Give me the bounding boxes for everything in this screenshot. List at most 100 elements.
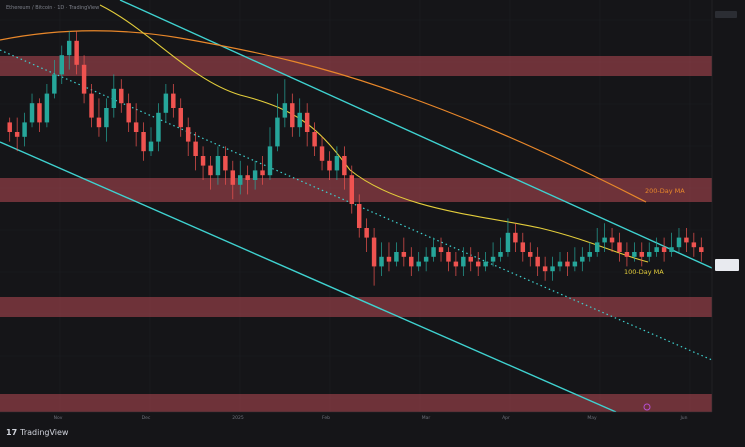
x-tick-label: 2025	[232, 415, 244, 421]
x-tick-label: Nov	[54, 415, 63, 421]
candle-body	[699, 247, 704, 252]
candle-body	[490, 256, 496, 262]
zone-band-2	[0, 178, 712, 202]
candle-body	[22, 122, 27, 137]
chart-legend: Ethereum / Bitcoin · 1D · TradingView	[6, 5, 99, 11]
candle-body	[126, 103, 131, 123]
candle-body	[260, 170, 265, 176]
current-price-label	[715, 259, 739, 271]
candle-body	[148, 141, 154, 152]
candle-body	[594, 242, 600, 252]
candle-body	[297, 112, 302, 128]
candle-body	[468, 256, 473, 262]
candle-body	[334, 156, 340, 171]
candle-body	[200, 156, 206, 166]
channel-mid-line	[0, 49, 713, 361]
candle-body	[319, 146, 325, 161]
price-axis	[711, 0, 745, 412]
candle-body	[505, 232, 511, 252]
candle-body	[520, 242, 526, 252]
x-tick-label: Feb	[322, 415, 330, 421]
candle-body	[535, 256, 540, 267]
candle-body	[646, 252, 652, 257]
x-tick-label: May	[587, 415, 597, 421]
ma200-line	[0, 30, 647, 203]
candle-body	[394, 252, 399, 262]
candle-body	[119, 88, 124, 104]
candle-body	[475, 261, 481, 267]
candle-body	[74, 40, 79, 65]
event-marker-icon[interactable]	[643, 403, 651, 411]
candle-body	[602, 237, 607, 243]
candle-body	[401, 252, 407, 257]
x-tick-label: Mar	[422, 415, 431, 421]
candle-body	[498, 252, 503, 257]
candle-body	[379, 256, 384, 267]
candle-body	[81, 64, 87, 94]
candle-body	[7, 122, 12, 132]
candle-body	[230, 170, 236, 185]
zone-band-3	[0, 297, 712, 317]
candle-body	[669, 247, 674, 252]
candle-body	[223, 156, 228, 171]
candle-body	[513, 232, 518, 243]
candle-body	[156, 112, 161, 142]
candle-body	[349, 175, 355, 204]
candle-body	[59, 55, 65, 75]
candle-body	[654, 247, 659, 252]
candle-body	[178, 108, 183, 128]
candle-body	[609, 237, 615, 243]
time-axis: Nov Dec 2025 Feb Mar Apr May Jun	[0, 411, 745, 447]
brand-name: TradingView	[20, 428, 69, 437]
candle-body	[193, 141, 198, 156]
candle-body	[252, 170, 258, 180]
candle-body	[141, 132, 146, 152]
candle-body	[483, 261, 488, 267]
x-tick-label: Dec	[142, 415, 151, 421]
candle-body	[342, 156, 347, 176]
candlestick-series	[7, 31, 704, 286]
candle-body	[565, 261, 570, 267]
candle-body	[111, 88, 117, 108]
candle-body	[446, 252, 451, 262]
candle-body	[133, 122, 139, 132]
candle-body	[89, 93, 94, 118]
candle-body	[290, 103, 295, 128]
candle-body	[245, 175, 250, 180]
candle-body	[52, 74, 57, 94]
candle-body	[282, 103, 288, 118]
candle-body	[438, 247, 444, 252]
tradingview-logo-icon: 17	[6, 428, 18, 437]
ma200-label: 200-Day MA	[645, 187, 685, 195]
zone-band-4	[0, 394, 712, 412]
ma100-line	[99, 4, 649, 263]
candle-body	[163, 93, 169, 113]
candle-body	[684, 237, 689, 243]
candle-body	[580, 256, 585, 262]
candle-body	[96, 117, 102, 128]
candle-body	[557, 261, 563, 267]
candle-body	[44, 93, 50, 123]
candle-body	[238, 175, 243, 185]
candle-body	[364, 228, 369, 238]
candle-body	[14, 132, 20, 137]
candle-body	[185, 127, 191, 142]
x-tick-label: Jun	[679, 415, 687, 421]
candle-body	[208, 165, 213, 176]
candle-body	[104, 108, 109, 128]
candle-body	[431, 247, 436, 257]
tradingview-brand[interactable]: 17 TradingView	[6, 428, 68, 437]
candle-body	[676, 237, 682, 248]
x-tick-label: Apr	[502, 415, 510, 421]
candle-body	[416, 261, 421, 267]
candle-body	[453, 261, 459, 267]
candle-body	[632, 252, 637, 257]
candle-body	[304, 112, 310, 132]
candle-body	[572, 261, 578, 267]
candle-body	[617, 242, 622, 252]
candle-body	[624, 252, 630, 257]
candle-body	[639, 252, 645, 257]
channel-lower-line	[0, 141, 617, 413]
ma100-label: 100-Day MA	[624, 268, 664, 276]
